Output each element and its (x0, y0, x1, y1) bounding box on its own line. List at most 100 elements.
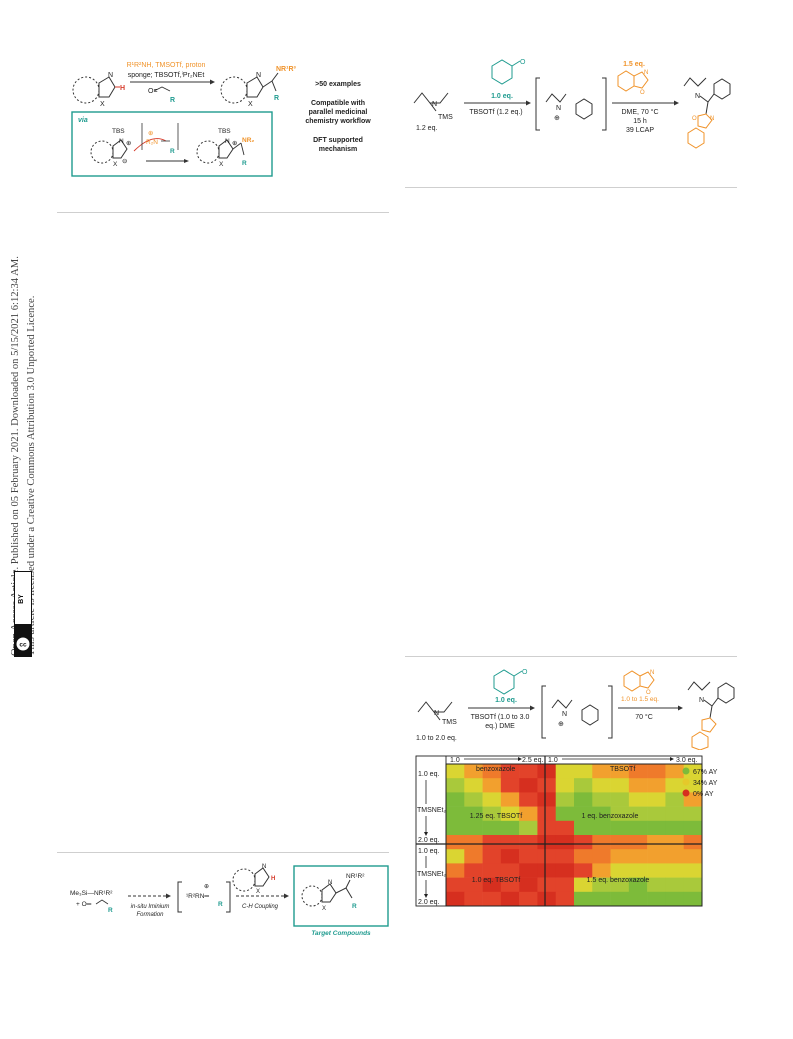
svg-text:R: R (170, 148, 175, 155)
heatmap-cell (628, 877, 648, 893)
heatmap-cell (628, 863, 648, 878)
legend-label-high: 67% AY (693, 769, 718, 776)
workflow-scheme: Me₃Si—NR¹R² + O═ R in-situ Iminium Forma… (70, 864, 389, 937)
heatmap-cell (610, 849, 630, 864)
heatmap-cell (574, 764, 593, 779)
heatmap-cell (665, 764, 685, 779)
heatmap-cell (647, 778, 666, 793)
heatmap-cell (537, 792, 557, 807)
heatmap-cell (482, 806, 502, 822)
svg-text:R: R (170, 97, 175, 104)
svg-text:R: R (274, 95, 279, 102)
hm-row-start-2: 1.0 eq. (418, 848, 439, 855)
scheme-optimization: N TMS 1.0 to 2.0 eq. O 1.0 eq. TBSOTf (1… (416, 669, 735, 750)
hm-quad-label-3: 1.0 eq. TBSOTf (472, 877, 521, 884)
heatmap-cell (683, 835, 703, 850)
heatmap-cell (500, 820, 520, 836)
heatmap-cell (446, 778, 465, 793)
heatmap-cell (555, 877, 575, 893)
heatmap-cell (464, 806, 483, 822)
heatmap-cell (574, 877, 593, 893)
svg-text:X: X (219, 161, 224, 168)
heatmap-cell (610, 764, 630, 779)
heatmap-cell (446, 764, 465, 779)
svg-text:70 °C: 70 °C (635, 713, 653, 721)
heatmap-cell (610, 835, 630, 850)
heatmap-cell (574, 806, 593, 822)
heteroarene-ch: N X H (232, 864, 275, 895)
svg-text:Target Compounds: Target Compounds (311, 930, 371, 937)
heatmap-cell (665, 863, 685, 878)
heatmap-cell (592, 863, 611, 878)
cc-icon (16, 637, 30, 651)
heatmap-cell (446, 806, 465, 822)
heatmap-cell (537, 835, 557, 850)
svg-text:NR¹R²: NR¹R² (346, 873, 365, 880)
svg-text:N: N (256, 72, 261, 79)
svg-text:15 h: 15 h (633, 118, 647, 125)
heatmap-cell (665, 849, 685, 864)
heatmap-cell (665, 877, 685, 893)
target-compound-box: N X NR¹R² R Target Compounds (293, 865, 389, 937)
svg-text:N: N (650, 670, 654, 676)
cc-by-badge[interactable]: cc BY (8, 571, 38, 657)
svg-text:>50 examples: >50 examples (315, 81, 361, 88)
svg-text:N: N (710, 116, 714, 122)
svg-text:parallel medicinal: parallel medicinal (309, 109, 368, 116)
svg-text:¹R²RN═: ¹R²RN═ (186, 893, 209, 900)
svg-text:R: R (108, 907, 113, 914)
svg-text:1.0 to 2.0 eq.: 1.0 to 2.0 eq. (416, 735, 457, 742)
heatmap-cell (628, 792, 648, 807)
hm-top-left-start: 1.0 (450, 757, 460, 764)
svg-text:N: N (432, 101, 437, 108)
svg-text:TMS: TMS (442, 719, 457, 726)
heatmap-cell (665, 891, 685, 907)
heatmap-cell (592, 806, 611, 822)
svg-text:X: X (256, 889, 260, 895)
svg-text:BY: BY (18, 594, 25, 604)
heatmap-cell (647, 891, 666, 907)
heatmap-cell (446, 891, 465, 907)
heatmap-cell (628, 778, 648, 793)
hm-top-right-end: 3.0 eq. (676, 757, 697, 764)
svg-text:cc: cc (19, 642, 27, 649)
heatmap-cell (647, 806, 666, 822)
heatmap-cell (464, 863, 483, 878)
heatmap-cell (446, 863, 465, 878)
heatmap-cell (610, 877, 630, 893)
heatmap-cell (592, 792, 611, 807)
heatmap-cell (519, 877, 538, 893)
svg-text:⊖: ⊖ (122, 158, 128, 165)
svg-text:O: O (640, 90, 645, 96)
heatmap-cell (464, 792, 483, 807)
mechanism-box: via TBS N ⊕ X ⊖ ⊕ R₂N R TBS N ⊕ X NR₂ R (71, 111, 273, 177)
heatmap-cell (482, 891, 502, 907)
heatmap-cell (628, 820, 648, 836)
heatmap-cell (464, 778, 483, 793)
benzoxazole-reagent-2: N O 1.0 to 1.5 eq. (621, 670, 659, 703)
heatmap-cell (665, 835, 685, 850)
svg-text:N: N (262, 864, 266, 870)
heatmap-cell (537, 849, 557, 864)
heatmap-cell (446, 877, 465, 893)
svg-text:chemistry workflow: chemistry workflow (305, 118, 371, 125)
heatmap-cell (537, 863, 557, 878)
svg-text:N: N (108, 72, 113, 79)
product-benzoxazole-amine: N O N (683, 77, 731, 149)
heatmap-cell (592, 891, 611, 907)
heatmap-cell (500, 863, 520, 878)
svg-text:+ O═: + O═ (76, 901, 92, 908)
heatmap-cell (464, 849, 483, 864)
svg-text:⊕: ⊕ (204, 884, 209, 890)
heatmap-cell (574, 792, 593, 807)
legend-swatch-high (682, 767, 690, 775)
heatmap-cell (628, 891, 648, 907)
heatmap-cell (482, 835, 502, 850)
svg-text:⊕: ⊕ (558, 721, 564, 728)
legend-swatch-mid (682, 778, 690, 786)
heatmap-cell (482, 863, 502, 878)
heatmap-cell (647, 835, 666, 850)
heatmap-cell (446, 849, 465, 864)
heatmap-cell (665, 778, 685, 793)
svg-text:TBSOTf (1.0 to 3.0: TBSOTf (1.0 to 3.0 (471, 714, 530, 721)
